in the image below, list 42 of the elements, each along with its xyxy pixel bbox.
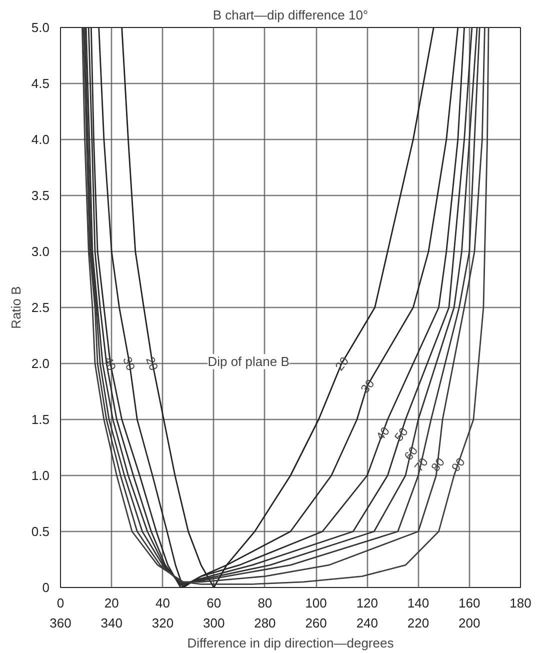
annotation: 20 [332,354,352,374]
annotation: 30 [358,376,378,396]
y-tick-label: 3.5 [31,188,50,203]
x2-tick-label: 240 [356,616,378,630]
x2-tick-label: 340 [100,616,122,630]
x-tick-label: 120 [356,596,378,610]
x-tick-label: 0 [56,596,64,610]
y-tick-label: 0.5 [31,524,50,539]
x-tick-label: 180 [510,596,532,610]
x-tick-label: 20 [104,596,119,610]
annotation: 40 [373,424,393,444]
x-tick-label: 40 [155,596,170,610]
annotation: 40 [100,354,119,373]
chart-title: B chart—dip difference 10° [212,8,368,22]
annotation: Dip of plane B [208,354,290,370]
x2-tick-label: 300 [202,616,225,630]
x2-tick-label: 260 [305,616,327,630]
annotation: 50 [392,424,412,444]
y-tick-label: 1.5 [31,412,50,427]
y-tick-label: 3.0 [31,244,50,259]
x2-tick-label: 220 [407,616,430,630]
x-tick-label: 160 [458,596,480,610]
x2-tick-label: 320 [152,616,174,630]
annotation: 20 [143,354,162,373]
y-axis-title: Ratio B [8,286,24,329]
x-tick-label: 60 [206,596,222,610]
y-tick-label: 2.5 [31,300,50,315]
x-tick-label: 140 [407,596,430,610]
y-tick-label: 4.0 [31,132,50,147]
x-axis-title: Difference in dip direction—degrees [187,636,394,650]
y-tick-label: 0 [42,580,50,595]
x2-tick-label: 200 [458,616,480,630]
annotation: 30 [120,354,138,373]
y-tick-label: 4.5 [31,76,50,91]
annotation: 90 [448,454,468,474]
y-tick-label: 1.0 [31,468,50,483]
x2-tick-label: 280 [254,616,276,630]
y-tick-label: 5.0 [31,20,50,35]
x-tick-label: 100 [305,596,327,610]
x2-tick-label: 360 [50,616,72,630]
y-tick-label: 2.0 [31,356,50,371]
x-tick-label: 80 [258,596,272,610]
